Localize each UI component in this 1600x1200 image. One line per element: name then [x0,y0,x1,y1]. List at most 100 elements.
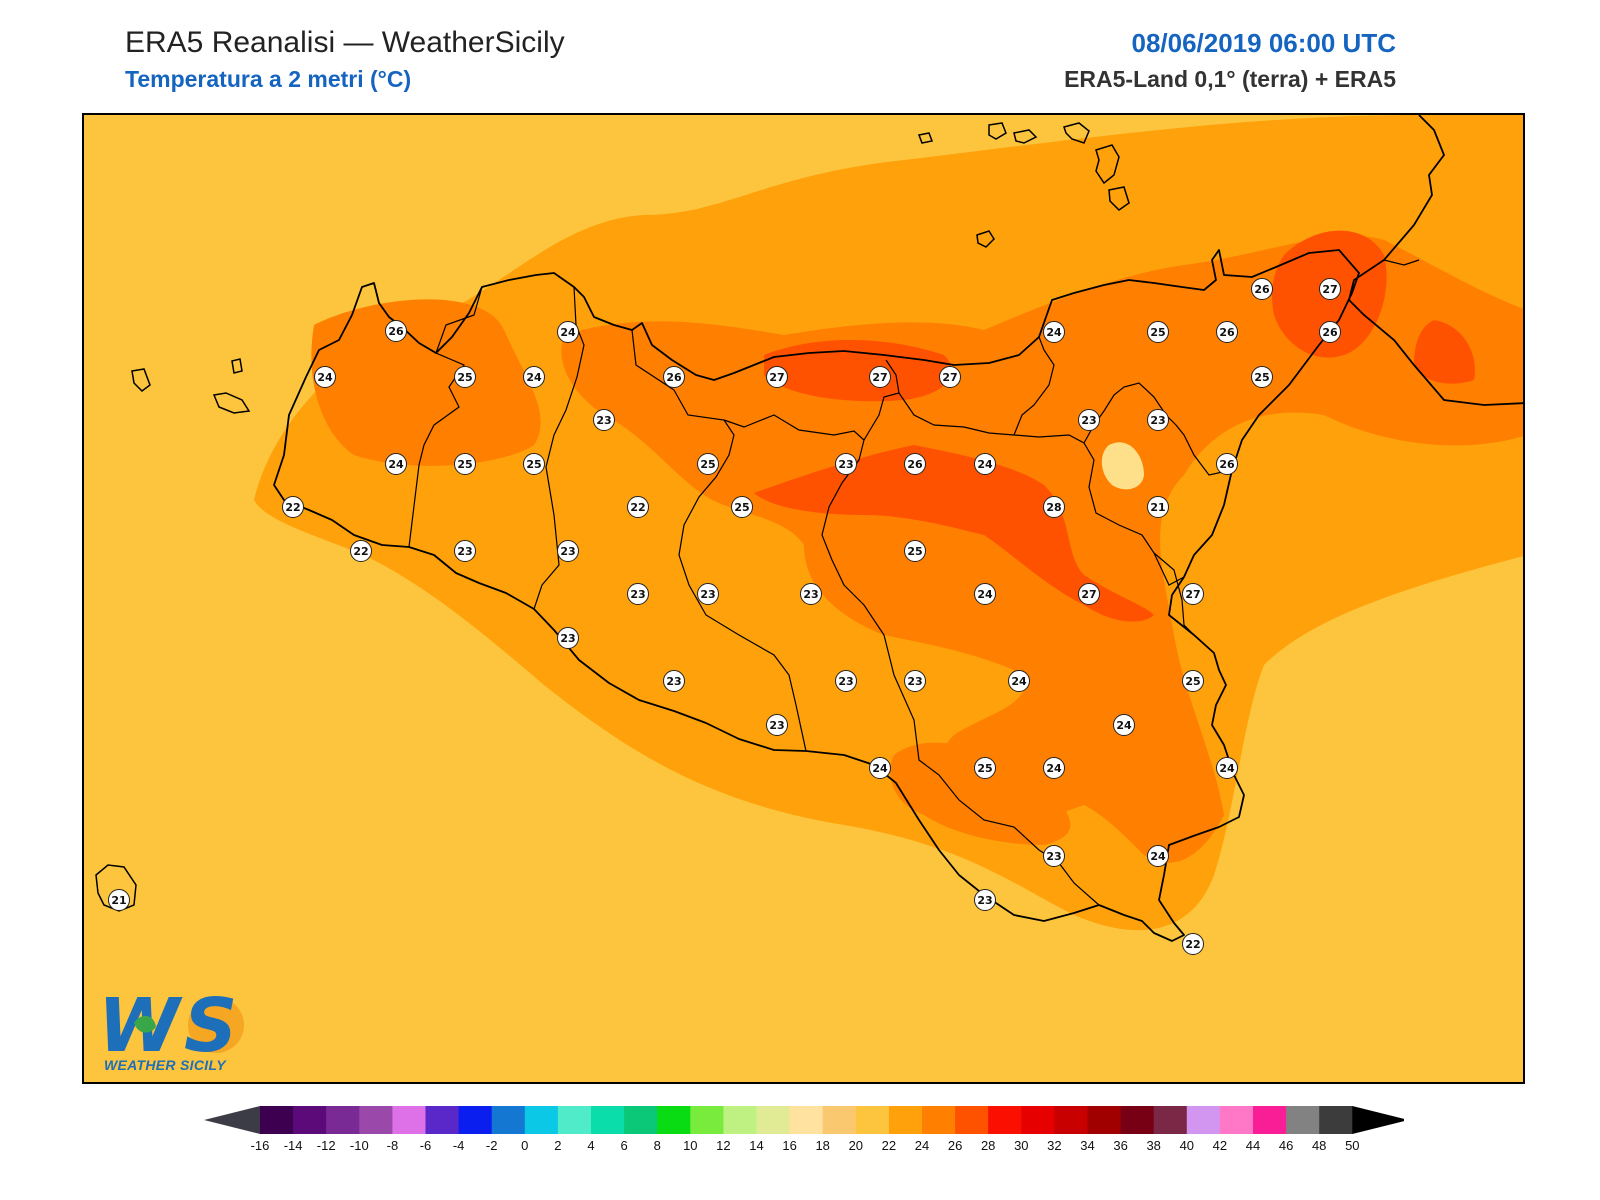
map-subtitle: Temperatura a 2 metri (°C) [125,66,412,92]
station-value: 24 [523,366,545,388]
station-value: 23 [904,670,926,692]
station-value: 25 [523,453,545,475]
station-value: 24 [974,453,996,475]
station-value: 23 [766,714,788,736]
station-value: 24 [1008,670,1030,692]
colorbar-segment [855,1106,890,1134]
colorbar-segment [888,1106,923,1134]
station-value: 23 [1078,409,1100,431]
colorbar-tick-label: -14 [283,1138,303,1153]
station-value: 24 [385,453,407,475]
station-value: 24 [1043,757,1065,779]
station-value: 23 [663,670,685,692]
station-value: 26 [1251,278,1273,300]
station-value: 23 [593,409,615,431]
colorbar-segment [1253,1106,1287,1134]
sicily-coastline [273,249,1360,942]
station-value: 24 [557,321,579,343]
colorbar-segment [1087,1106,1122,1134]
colorbar-tick-label: 22 [881,1138,897,1153]
colorbar-tick-label: -12 [316,1138,336,1153]
island-ustica [917,132,934,144]
station-value: 26 [1216,321,1238,343]
station-value: 22 [627,496,649,518]
colorbar-tick-label: -6 [419,1138,432,1153]
colorbar-segment [260,1106,294,1134]
colorbar-segment [1186,1106,1221,1134]
station-value: 25 [1147,321,1169,343]
colorbar-tick-label: 48 [1311,1138,1327,1153]
colorbar-tick-label: -10 [349,1138,369,1153]
station-value: 23 [557,540,579,562]
field-band-24-26-south [890,742,1071,845]
station-value: 27 [869,366,891,388]
island-pantelleria [95,864,137,912]
colorbar-tick-label: 42 [1212,1138,1228,1153]
station-value: 25 [454,453,476,475]
station-value: 24 [1043,321,1065,343]
station-value: 23 [627,583,649,605]
colorbar-tick-label: 12 [716,1138,731,1153]
calabria-boundary [1383,259,1420,266]
colorbar-segment [1319,1106,1353,1134]
temperature-colorbar [204,1106,1404,1134]
station-value: 27 [766,366,788,388]
valid-datetime: 08/06/2019 06:00 UTC [1131,28,1396,58]
colorbar-tick-label: 24 [914,1138,930,1153]
colorbar-tick-label: 34 [1080,1138,1095,1153]
island-eolie-1 [988,122,1007,140]
colorbar-segment [789,1106,824,1134]
colorbar-tick-label: 50 [1345,1138,1360,1153]
station-value: 25 [1182,670,1204,692]
station-value: 23 [1043,845,1065,867]
colorbar-tick-label: 8 [653,1138,661,1153]
colorbar-segment [822,1106,857,1134]
colorbar-tick-label: 6 [620,1138,628,1153]
colorbar-tick-label: 4 [587,1138,595,1153]
station-value: 24 [1147,845,1169,867]
colorbar-tick-label: 40 [1179,1138,1195,1153]
colorbar-tick-label: 18 [815,1138,830,1153]
colorbar-segment [458,1106,493,1134]
station-value: 25 [697,453,719,475]
station-value: 27 [1319,278,1341,300]
station-value: 26 [1216,453,1238,475]
colorbar-segment [1054,1106,1088,1134]
colorbar-segment [723,1106,757,1134]
station-value: 27 [1078,583,1100,605]
map-panel: 26 24 24 25 24 23 26 27 27 27 24 25 26 26 27 26 25 23 23 26… [82,113,1525,1084]
colorbar-tick-label: 16 [782,1138,797,1153]
province-boundaries [408,286,1233,906]
colorbar-tick-label: 0 [521,1138,529,1153]
station-value: 22 [282,496,304,518]
field-band-26-28-inland [754,445,1154,622]
field-band-26-28-ionian [1414,320,1475,384]
island-eolie-3 [1013,129,1038,144]
station-value: 23 [835,670,857,692]
station-value: 23 [1147,409,1169,431]
colorbar-tick-label: 30 [1014,1138,1029,1153]
colorbar-tick-label: -4 [452,1138,465,1153]
station-value: 25 [454,366,476,388]
station-value: 23 [557,627,579,649]
colorbar-segment [557,1106,592,1134]
colorbar-tick-label: 14 [749,1138,764,1153]
colorbar-over-arrow [1352,1106,1404,1134]
station-value: 26 [663,366,685,388]
colorbar-tick-label: 20 [848,1138,864,1153]
station-value: 24 [314,366,336,388]
field-band-26-28-north [764,340,952,402]
colorbar-segment [524,1106,559,1134]
colorbar-tick-label: 44 [1245,1138,1261,1153]
station-value: 24 [1216,757,1238,779]
station-value: 26 [904,453,926,475]
colorbar-tick-label: 28 [980,1138,996,1153]
colorbar-under-arrow [204,1106,260,1134]
island-eolie-2 [976,230,995,248]
colorbar-tick-label: 26 [947,1138,963,1153]
colorbar-tick-label: 46 [1278,1138,1294,1153]
colorbar-segment [359,1106,393,1134]
colorbar-segment [756,1106,791,1134]
colorbar-segment [657,1106,691,1134]
colorbar-segment [425,1106,460,1134]
